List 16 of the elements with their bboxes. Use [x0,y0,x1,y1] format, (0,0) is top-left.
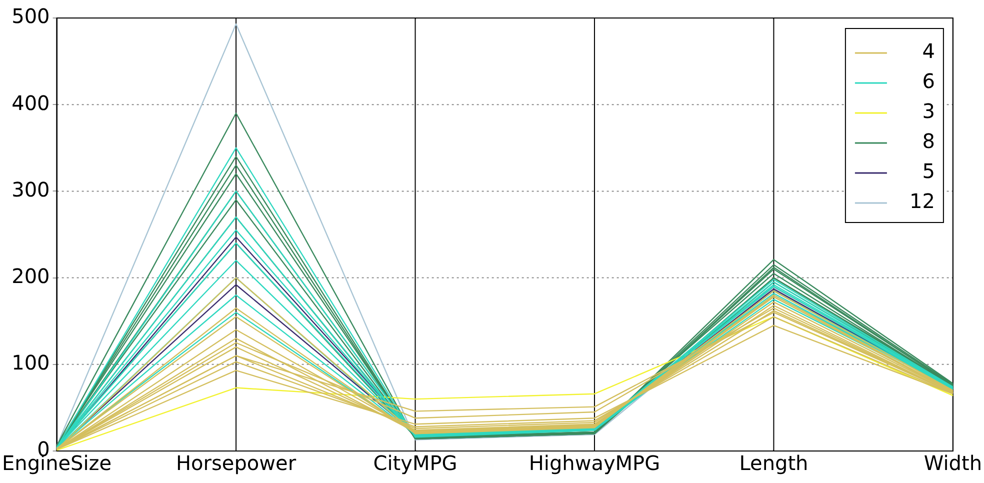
x-tick-label: CityMPG [373,451,458,476]
legend-label: 12 [909,189,935,214]
x-tick-label: Width [924,451,982,476]
legend-label: 6 [922,69,935,94]
y-tick-label: 400 [12,90,50,115]
y-tick-label: 100 [12,350,50,375]
x-tick-label: Length [739,451,808,476]
y-tick-label: 500 [12,4,50,28]
y-tick-label: 300 [12,177,50,202]
legend-label: 5 [922,159,935,184]
x-tick-label: Horsepower [176,451,297,476]
legend-label: 4 [922,39,935,64]
y-tick-label: 200 [12,264,50,288]
x-tick-label: HighwayMPG [528,451,660,476]
legend-label: 3 [922,99,935,124]
legend-label: 8 [922,129,935,154]
